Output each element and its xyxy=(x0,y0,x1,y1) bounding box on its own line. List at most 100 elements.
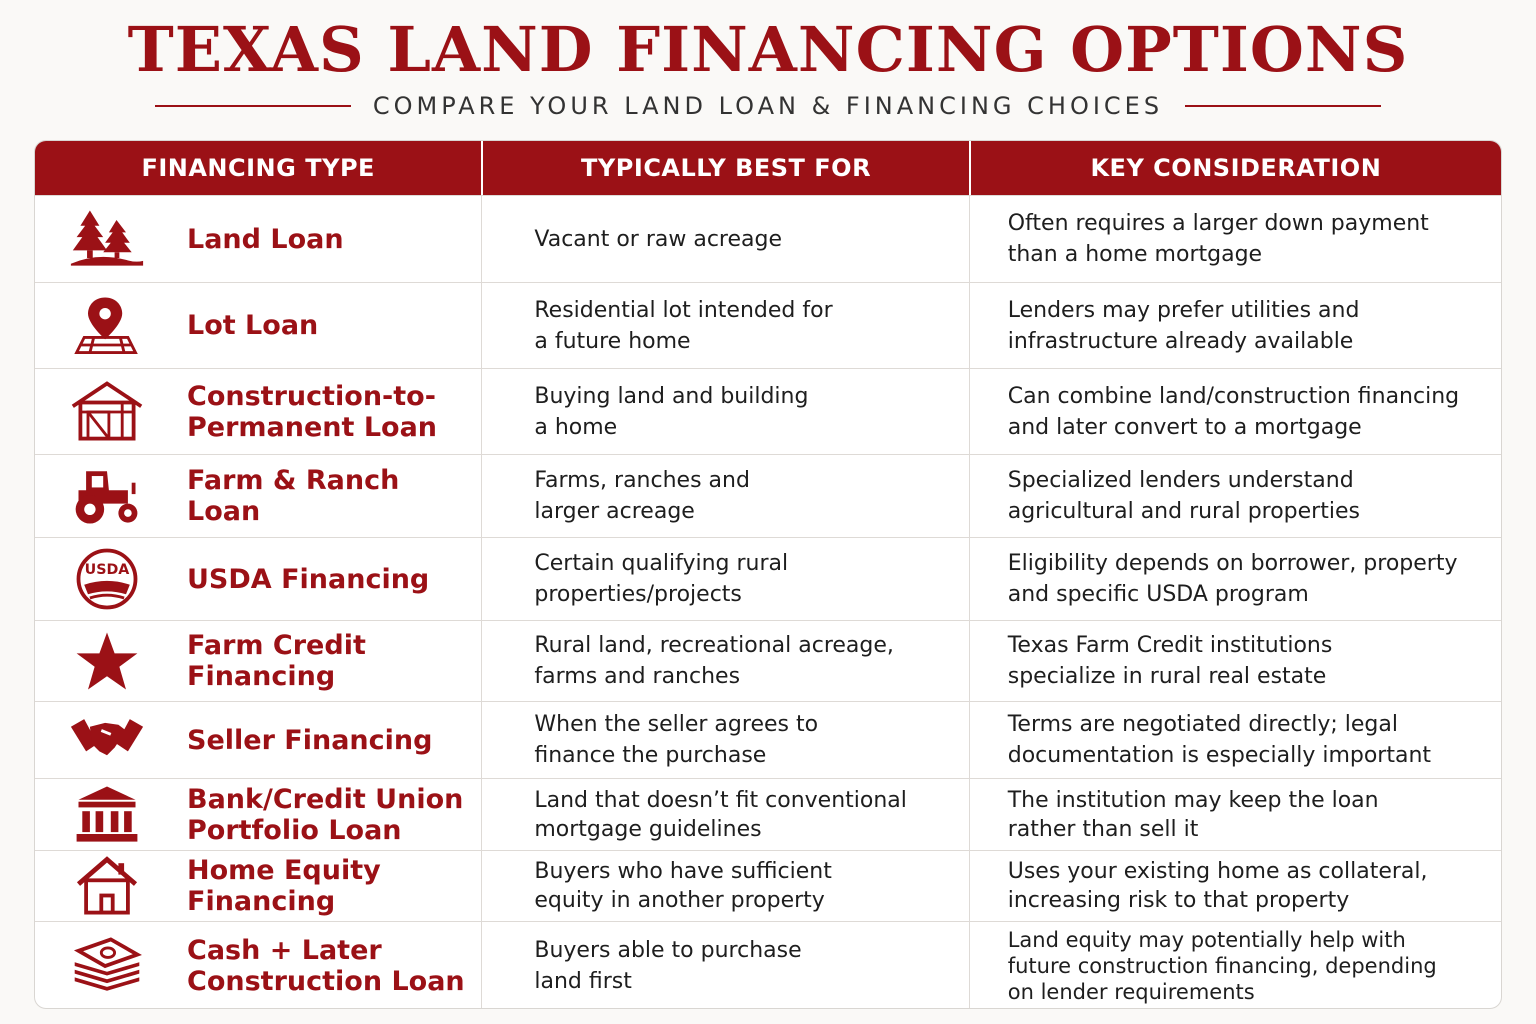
table-row: Home Equity Financing Buyers who have suf… xyxy=(35,850,1501,921)
cell-key-consideration: Lenders may prefer utilities and infrastr… xyxy=(968,283,1501,368)
usda-seal-icon: USDA xyxy=(67,547,147,611)
financing-type-farm-credit-financing: Farm Credit Financing xyxy=(187,630,366,692)
column-header-best-for: TYPICALLY BEST FOR xyxy=(481,141,968,195)
table-row: USDA USDA Financing Certain qualifying ru… xyxy=(35,537,1501,620)
text-line: rather than sell it xyxy=(1007,816,1199,842)
table-row: Land Loan Vacant or raw acreage Often requ… xyxy=(35,195,1501,282)
cell-key-consideration: Often requires a larger down payment than… xyxy=(968,196,1501,282)
cell-key-consideration-text: Eligibility depends on borrower, propert… xyxy=(1008,548,1458,610)
cell-financing-type: Cash + Later Construction Loan xyxy=(35,922,481,1008)
text-line: Certain qualifying rural xyxy=(534,551,789,576)
cell-best-for-text: Buying land and building a home xyxy=(534,381,808,443)
cell-best-for-text: Land that doesn’t fit conventional mortga… xyxy=(534,786,907,844)
cell-key-consideration: Land equity may potentially help with fut… xyxy=(968,922,1501,1008)
cell-financing-type: USDA USDA Financing xyxy=(35,538,481,620)
table-body: Land Loan Vacant or raw acreage Often requ… xyxy=(35,195,1501,1008)
text-line: Buyers able to purchase xyxy=(534,937,802,963)
text-line: The institution may keep the loan xyxy=(1007,787,1379,813)
text-line: mortgage guidelines xyxy=(534,816,762,842)
cell-best-for: Farms, ranches and larger acreage xyxy=(481,455,968,537)
text-line: When the seller agrees to xyxy=(534,712,819,737)
text-line: on lender requirements xyxy=(1007,979,1255,1004)
column-header-key-consideration: KEY CONSIDERATION xyxy=(968,141,1501,195)
subtitle-row: COMPARE YOUR LAND LOAN & FINANCING CHOIC… xyxy=(0,88,1536,124)
text-line: Specialized lenders understand xyxy=(1007,468,1354,493)
star-icon xyxy=(67,629,147,693)
page-subtitle: COMPARE YOUR LAND LOAN & FINANCING CHOIC… xyxy=(372,92,1164,120)
text-line: finance the purchase xyxy=(534,743,767,768)
cell-best-for: Rural land, recreational acreage, farms a… xyxy=(481,621,968,701)
text-line: Can combine land/construction financing xyxy=(1007,383,1460,409)
text-line: Often requires a larger down payment xyxy=(1007,211,1429,236)
bank-icon xyxy=(67,783,147,847)
cell-key-consideration-text: Can combine land/construction financing a… xyxy=(1008,381,1459,443)
house-icon xyxy=(67,854,147,918)
text-line: Buyers who have sufficient xyxy=(534,859,832,884)
text-line: Farms, ranches and xyxy=(534,468,750,493)
text-line: Lenders may prefer utilities and xyxy=(1007,297,1360,323)
tractor-icon xyxy=(67,464,147,528)
text-line: Eligibility depends on borrower, propert… xyxy=(1007,551,1458,576)
cell-best-for: Buyers able to purchase land first xyxy=(481,922,968,1008)
text-line: than a home mortgage xyxy=(1007,242,1263,267)
financing-type-land-loan: Land Loan xyxy=(187,223,344,255)
cell-best-for: Buyers who have sufficient equity in anot… xyxy=(481,851,968,921)
text-line: land first xyxy=(534,968,632,994)
financing-type-lot-loan: Lot Loan xyxy=(187,310,319,341)
cell-best-for-text: Residential lot intended for a future hom… xyxy=(534,295,832,357)
cell-key-consideration-text: Land equity may potentially help with fut… xyxy=(1008,927,1437,1005)
table-row: Farm Credit Financing Rural land, recreat… xyxy=(35,620,1501,701)
financing-type-seller-financing: Seller Financing xyxy=(187,724,433,756)
table-row: Lot Loan Residential lot intended for a fu… xyxy=(35,282,1501,368)
cell-key-consideration: Can combine land/construction financing a… xyxy=(968,369,1501,454)
cell-key-consideration-text: Texas Farm Credit institutions specialize… xyxy=(1008,630,1333,692)
cell-best-for-text: Buyers who have sufficient equity in anot… xyxy=(534,857,831,915)
text-line: and later convert to a mortgage xyxy=(1007,414,1362,440)
cell-financing-type: Farm & Ranch Loan xyxy=(35,455,481,537)
cell-key-consideration: Specialized lenders understand agricultur… xyxy=(968,455,1501,537)
trees-icon xyxy=(67,207,147,271)
table-row: Bank/Credit Union Portfolio Loan Land tha… xyxy=(35,778,1501,850)
subtitle-divider-right xyxy=(1185,105,1382,107)
cell-best-for: Land that doesn’t fit conventional mortga… xyxy=(481,779,968,850)
cell-key-consideration: Uses your existing home as collateral, in… xyxy=(968,851,1501,921)
cell-best-for: Buying land and building a home xyxy=(481,369,968,454)
cell-best-for-text: Rural land, recreational acreage, farms a… xyxy=(534,630,894,692)
table-row: Cash + Later Construction Loan Buyers abl… xyxy=(35,921,1501,1008)
table-row: Construction-to- Permanent Loan Buying la… xyxy=(35,368,1501,454)
cell-financing-type: Land Loan xyxy=(35,196,481,282)
text-line: specialize in rural real estate xyxy=(1007,664,1327,689)
subtitle-divider-left xyxy=(154,105,351,107)
table-row: Farm & Ranch Loan Farms, ranches and large… xyxy=(35,454,1501,537)
cell-best-for-text: Vacant or raw acreage xyxy=(534,224,782,255)
cell-key-consideration: Eligibility depends on borrower, propert… xyxy=(968,538,1501,620)
financing-type-usda-financing: USDA Financing xyxy=(187,563,430,595)
text-line: documentation is especially important xyxy=(1007,743,1432,768)
table-header: FINANCING TYPE TYPICALLY BEST FOR KEY CO… xyxy=(35,141,1501,195)
financing-table: FINANCING TYPE TYPICALLY BEST FOR KEY CO… xyxy=(34,140,1502,1009)
text-line: Land that doesn’t fit conventional xyxy=(534,787,907,813)
table-row: Seller Financing When the seller agrees t… xyxy=(35,701,1501,778)
cell-financing-type: Bank/Credit Union Portfolio Loan xyxy=(35,779,481,850)
cell-key-consideration: Terms are negotiated directly; legal docu… xyxy=(968,702,1501,778)
cell-best-for: When the seller agrees to finance the pur… xyxy=(481,702,968,778)
cell-best-for-text: Farms, ranches and larger acreage xyxy=(534,465,750,527)
cell-key-consideration-text: Specialized lenders understand agricultur… xyxy=(1008,465,1360,527)
text-line: a home xyxy=(534,414,618,440)
cell-financing-type: Lot Loan xyxy=(35,283,481,368)
text-line: Buying land and building xyxy=(534,383,809,409)
cell-key-consideration-text: Uses your existing home as collateral, in… xyxy=(1008,857,1428,915)
text-line: Texas Farm Credit institutions xyxy=(1007,633,1333,658)
text-line: and specific USDA program xyxy=(1007,582,1309,607)
financing-type-cash-later-construction-loan: Cash + Later Construction Loan xyxy=(187,934,465,997)
cell-best-for-text: Buyers able to purchase land first xyxy=(534,935,801,997)
text-line: equity in another property xyxy=(534,888,825,913)
cell-key-consideration-text: Terms are negotiated directly; legal docu… xyxy=(1008,709,1431,771)
cell-best-for: Residential lot intended for a future hom… xyxy=(481,283,968,368)
text-line: future construction financing, depending xyxy=(1007,953,1437,978)
text-line: Terms are negotiated directly; legal xyxy=(1007,712,1398,737)
text-line: Land equity may potentially help with xyxy=(1007,927,1406,952)
handshake-icon xyxy=(67,708,147,772)
map-pin-icon xyxy=(67,294,147,358)
house-frame-icon xyxy=(67,380,147,444)
